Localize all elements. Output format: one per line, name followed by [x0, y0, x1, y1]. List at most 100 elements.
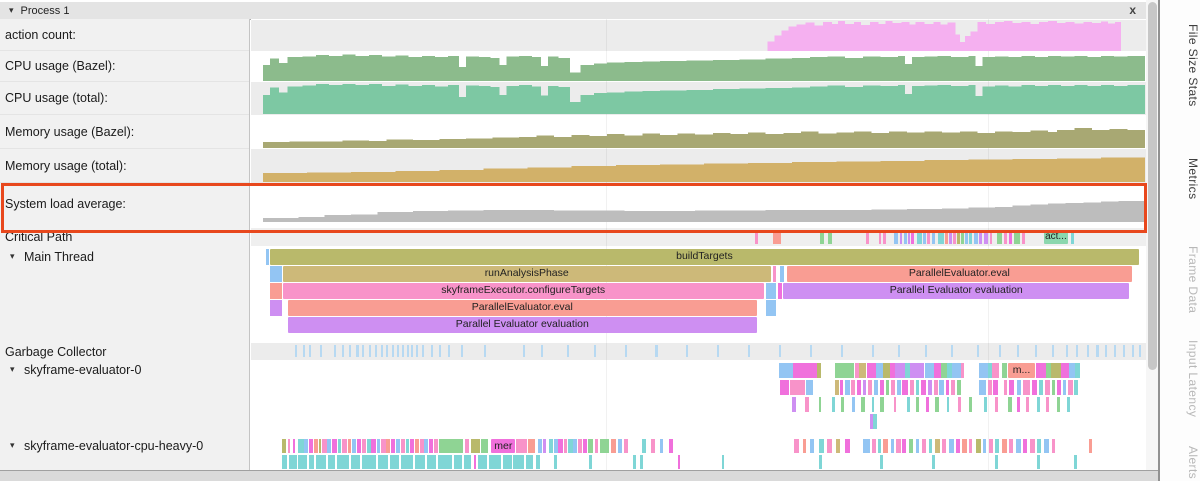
trace-event[interactable]	[968, 397, 973, 412]
skyframe-evaluator-0-track-row[interactable]	[263, 396, 1145, 413]
trace-event[interactable]	[984, 397, 988, 412]
vertical-scrollbar-thumb[interactable]	[1147, 2, 1157, 370]
trace-event[interactable]	[337, 455, 350, 469]
trace-event[interactable]	[915, 439, 920, 453]
trace-event[interactable]	[1003, 230, 1008, 244]
trace-event[interactable]	[1034, 345, 1037, 357]
trace-event[interactable]	[896, 439, 901, 453]
trace-event[interactable]	[979, 230, 982, 244]
trace-event[interactable]	[880, 455, 884, 469]
trace-event[interactable]	[589, 455, 592, 469]
trace-event[interactable]	[659, 439, 664, 453]
trace-event[interactable]	[869, 414, 874, 429]
trace-event[interactable]	[926, 397, 929, 412]
skyframe-evaluator-cpu-heavy-0-track-row[interactable]	[263, 454, 1145, 470]
trace-event[interactable]	[270, 283, 283, 299]
trace-event[interactable]	[989, 230, 993, 244]
trace-event[interactable]	[854, 363, 860, 378]
trace-event[interactable]	[430, 345, 433, 357]
trace-event[interactable]	[390, 439, 396, 453]
trace-event[interactable]	[820, 230, 824, 244]
trace-event[interactable]	[924, 363, 935, 378]
trace-event[interactable]	[862, 439, 870, 453]
trace-event[interactable]	[294, 345, 297, 357]
trace-event[interactable]	[879, 380, 884, 395]
thread-row-main-thread[interactable]: ▾ Main Thread	[0, 248, 249, 265]
trace-event[interactable]	[893, 230, 899, 244]
trace-event[interactable]	[1067, 397, 1071, 412]
trace-event[interactable]	[790, 380, 805, 395]
trace-event[interactable]	[866, 230, 869, 244]
trace-event[interactable]	[642, 439, 646, 453]
trace-event[interactable]	[942, 439, 946, 453]
trace-event[interactable]	[357, 439, 361, 453]
trace-event[interactable]	[809, 439, 815, 453]
trace-event-labeled[interactable]: act...	[1043, 230, 1069, 244]
trace-event[interactable]	[655, 345, 658, 357]
trace-event[interactable]	[968, 439, 973, 453]
trace-event[interactable]	[368, 345, 371, 357]
trace-event[interactable]	[400, 439, 405, 453]
trace-event[interactable]	[1037, 439, 1041, 453]
vertical-scrollbar[interactable]	[1146, 0, 1158, 470]
trace-event[interactable]	[577, 439, 583, 453]
trace-event[interactable]	[406, 345, 409, 357]
trace-event[interactable]	[977, 345, 980, 357]
trace-event[interactable]	[859, 363, 867, 378]
trace-event[interactable]	[677, 455, 681, 469]
trace-event[interactable]	[1025, 397, 1029, 412]
trace-event[interactable]	[778, 363, 794, 378]
trace-event[interactable]	[548, 439, 554, 453]
trace-event[interactable]	[1008, 397, 1012, 412]
trace-event[interactable]	[1002, 363, 1008, 378]
trace-event[interactable]	[333, 345, 336, 357]
trace-event[interactable]	[956, 439, 960, 453]
trace-event[interactable]	[946, 397, 950, 412]
trace-event[interactable]	[840, 397, 845, 412]
trace-event[interactable]	[960, 230, 965, 244]
trace-event[interactable]	[946, 363, 952, 378]
trace-event[interactable]	[265, 249, 270, 265]
trace-event[interactable]	[439, 345, 442, 357]
trace-event[interactable]	[318, 439, 322, 453]
trace-event[interactable]	[834, 363, 854, 378]
trace-event[interactable]	[845, 380, 850, 395]
trace-event[interactable]	[402, 345, 405, 357]
trace-event[interactable]	[934, 363, 942, 378]
collapse-arrow-icon[interactable]: ▾	[10, 364, 15, 374]
trace-event[interactable]	[568, 439, 573, 453]
trace-event[interactable]	[992, 363, 999, 378]
trace-event[interactable]	[836, 439, 840, 453]
trace-event[interactable]	[298, 439, 304, 453]
trace-event[interactable]	[1105, 345, 1108, 357]
tab-file-size-stats[interactable]: File Size Stats	[1186, 24, 1200, 107]
trace-event[interactable]	[356, 345, 359, 357]
trace-event[interactable]	[809, 345, 812, 357]
trace-event[interactable]	[1114, 345, 1117, 357]
trace-event[interactable]	[920, 380, 927, 395]
trace-event[interactable]	[434, 439, 438, 453]
trace-event[interactable]	[765, 283, 777, 299]
trace-event[interactable]	[1023, 380, 1031, 395]
trace-event[interactable]	[610, 439, 616, 453]
trace-event[interactable]	[554, 455, 557, 469]
trace-event[interactable]	[623, 439, 629, 453]
garbage-collector-track[interactable]	[263, 343, 1145, 360]
trace-event[interactable]	[979, 363, 988, 378]
collapse-arrow-icon[interactable]: ▾	[10, 251, 15, 261]
collapse-arrow-icon[interactable]: ▾	[9, 5, 14, 15]
trace-event[interactable]	[827, 439, 832, 453]
trace-event[interactable]	[391, 345, 394, 357]
trace-event[interactable]	[805, 397, 809, 412]
trace-event[interactable]	[934, 380, 938, 395]
trace-event[interactable]	[563, 439, 568, 453]
trace-event[interactable]	[351, 455, 360, 469]
cpu-usage-total-chart[interactable]	[263, 83, 1145, 114]
trace-event[interactable]	[877, 439, 882, 453]
skyframe-evaluator-0-track-row[interactable]	[263, 379, 1145, 396]
trace-event[interactable]	[1002, 439, 1007, 453]
system-load-average-chart[interactable]	[263, 188, 1145, 222]
trace-event[interactable]	[975, 439, 981, 453]
trace-event[interactable]	[308, 455, 315, 469]
trace-event[interactable]	[308, 345, 311, 357]
